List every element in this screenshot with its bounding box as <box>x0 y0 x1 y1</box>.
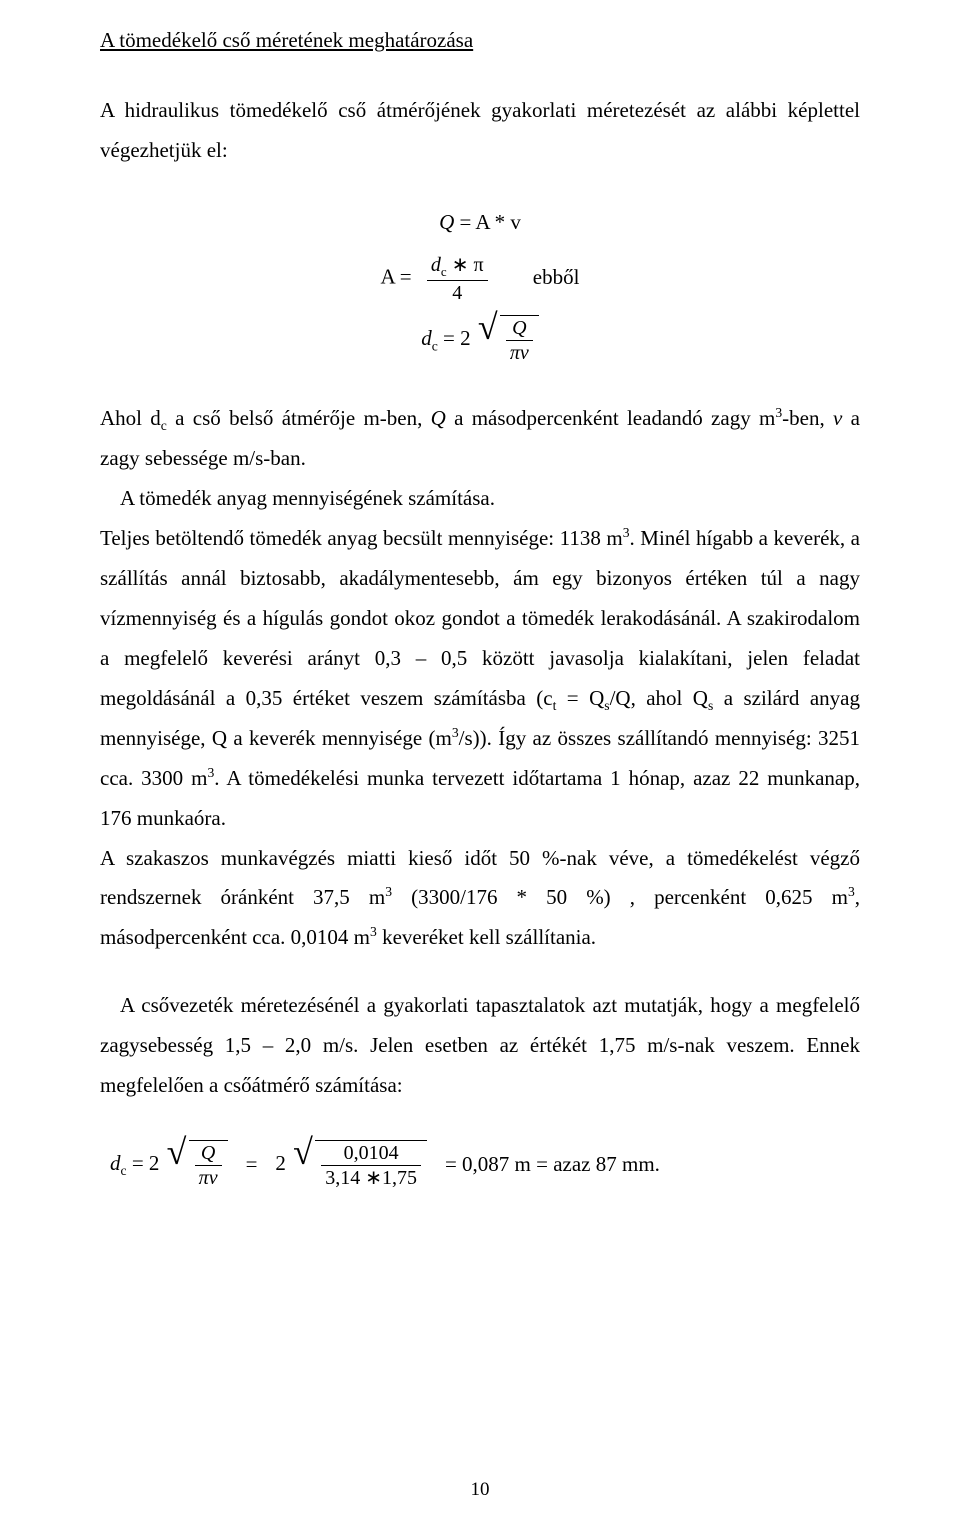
fin-eq: = <box>246 1152 258 1177</box>
formula-2-tail: ebből <box>533 265 580 289</box>
fin-B-den: 3,14 ∗1,75 <box>321 1166 421 1190</box>
radical-icon: √ <box>293 1140 313 1165</box>
formula-2-num-sub: c <box>441 264 447 279</box>
formula-2: A = dc ∗ π 4 ebből <box>100 253 860 305</box>
formula-3-sqrt: √ Q πv <box>478 315 539 366</box>
p3-e-sup: 3 <box>452 725 459 740</box>
p1-a: Ahol d <box>100 406 161 430</box>
formula-2-num-d: d <box>431 254 441 276</box>
fin-A-num: Q <box>195 1141 222 1166</box>
intro-paragraph: A hidraulikus tömedékelő cső átmérőjének… <box>100 91 860 171</box>
p1-b: a cső belső átmérője m-ben, <box>167 406 431 430</box>
body-paragraph-2: A tömedék anyag mennyiségének számítása. <box>100 479 495 519</box>
formula-3-sub: c <box>432 338 438 353</box>
page: A tömedékelő cső méretének meghatározása… <box>0 0 960 1537</box>
p1-v: v <box>833 406 842 430</box>
p4-d: keveréket kell szállítania. <box>377 925 596 949</box>
p5: A csővezeték méretezésénél a gyakorlati … <box>100 986 860 1106</box>
formula-3-d: d <box>421 326 432 350</box>
formula-2-A: A = <box>381 265 412 289</box>
formula-3-frac: Q πv <box>506 316 533 365</box>
p3-a: Teljes betöltendő tömedék anyag becsült … <box>100 526 623 550</box>
fin-result: = 0,087 m = azaz 87 mm. <box>445 1152 660 1177</box>
p1-e: -ben, <box>782 406 833 430</box>
body-paragraph-1: Ahol dc a cső belső átmérője m-ben, Q a … <box>100 399 860 958</box>
formula-1: Q = A * v <box>100 199 860 245</box>
p1-Q: Q <box>431 406 446 430</box>
p4-b-sup: 3 <box>848 884 855 899</box>
formula-2-fraction: dc ∗ π 4 <box>427 253 488 305</box>
fin-frac-A: Q πv <box>195 1141 222 1190</box>
formula-3-num: Q <box>506 316 533 341</box>
p3-d: /Q, ahol Q <box>610 686 708 710</box>
p4-c-sup: 3 <box>370 924 377 939</box>
p3-b: . Minél hígabb a keverék, a szállítás an… <box>100 526 860 710</box>
p4-b: (3300/176 * 50 %) , percenként 0,625 m <box>392 885 848 909</box>
fin-eq2: = 2 <box>127 1151 160 1175</box>
body-paragraph-5: A csővezeték méretezésénél a gyakorlati … <box>100 986 860 1106</box>
formula-1-rhs: = A * v <box>459 210 520 234</box>
fin-sqrt-B: √ 0,0104 3,14 ∗1,75 <box>293 1140 427 1190</box>
radical-icon: √ <box>478 315 498 340</box>
radical-icon: √ <box>167 1140 187 1165</box>
fin-d: d <box>110 1151 121 1175</box>
p3-g: . A tömedékelési munka tervezett időtart… <box>100 766 860 830</box>
final-formula: dc = 2 √ Q πv = 2 √ 0,0104 3,14 ∗1, <box>110 1140 860 1190</box>
page-number: 10 <box>0 1479 960 1501</box>
p3-a-sup: 3 <box>623 525 630 540</box>
formula-1-Q: Q <box>439 210 454 234</box>
p1-d: a másodpercenként leadandó zagy m <box>446 406 776 430</box>
p3-c: = Q <box>556 686 604 710</box>
formula-2-num-pi: ∗ π <box>452 254 484 276</box>
formula-3-eq2: = 2 <box>443 326 471 350</box>
fin-B-num: 0,0104 <box>321 1141 421 1166</box>
formula-3: dc = 2 √ Q πv <box>100 315 860 366</box>
fin-two: 2 <box>275 1151 286 1175</box>
formula-block: Q = A * v A = dc ∗ π 4 ebből dc = 2 √ Q <box>100 199 860 365</box>
formula-2-den: 4 <box>427 281 488 305</box>
formula-3-den: πv <box>506 341 533 365</box>
fin-frac-B: 0,0104 3,14 ∗1,75 <box>321 1141 421 1190</box>
fin-A-den: πv <box>195 1166 222 1190</box>
fin-sqrt-A: √ Q πv <box>167 1140 228 1190</box>
section-heading: A tömedékelő cső méretének meghatározása <box>100 28 860 53</box>
